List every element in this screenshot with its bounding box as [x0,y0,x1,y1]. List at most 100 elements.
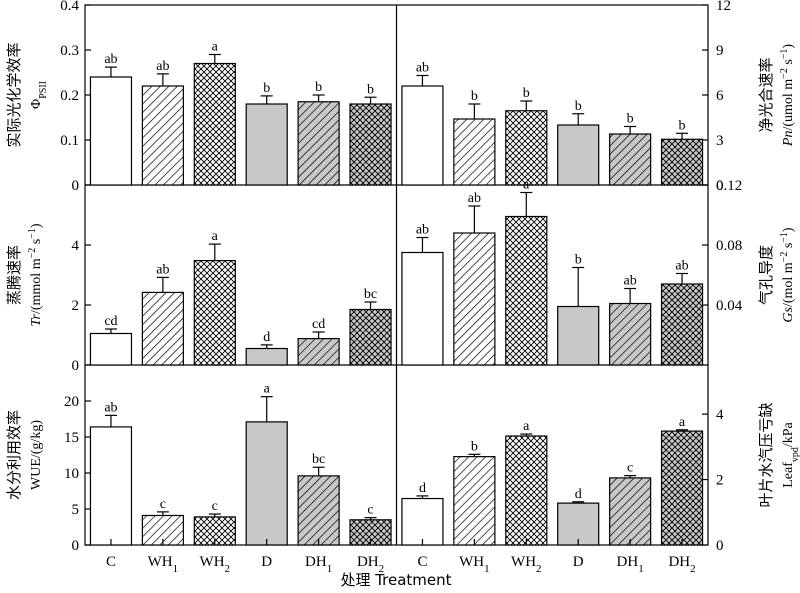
significance-letter: c [367,503,373,518]
ytick-label: 0.3 [60,43,79,59]
bar-vpd-DH2 [660,430,704,546]
ylabel-cn: 净光合速率 [757,57,775,132]
bar-wue-DH1 [297,475,340,546]
bar-tr-C [89,332,133,366]
ytick-label: 0 [72,358,80,374]
ylabel-en: WUE/(g/kg) [29,420,44,490]
ytick-label: 0.12 [716,178,742,194]
ytick-label: 10 [64,466,79,482]
bar-phipsii-DH2 [349,103,392,186]
ytick-label: 0.1 [60,133,79,149]
figure-frame [84,4,709,546]
significance-letter: a [523,419,530,434]
bar-tr-WH1 [141,291,184,366]
significance-letter: b [575,99,582,114]
ylabel-en: Tr/(mmol m−2 s−1) [27,223,45,326]
significance-letter: c [212,499,218,514]
significance-letter: b [627,112,634,127]
significance-letter: c [160,497,166,512]
significance-letter: ab [104,52,117,67]
panel-vpd: 0 2 4 叶片水汽压亏缺 Leafvpd/kPa d b a d c a [401,402,800,554]
bar-gs-WH1 [453,232,496,366]
bar-vpd-C [401,497,444,546]
xtick-label-WH1: WH1 [148,554,179,575]
significance-letter: b [263,81,270,96]
significance-letter: b [575,253,582,268]
bar-phipsii-WH1 [141,85,184,186]
bar-pn-DH1 [609,133,652,186]
ytick-label: 4 [716,407,724,423]
bar-wue-D [245,421,288,546]
ytick-label: 9 [716,43,724,59]
significance-letter: a [212,40,219,55]
ytick-label: 6 [716,88,724,104]
bar-vpd-WH2 [505,435,548,546]
bar-gs-DH1 [609,302,652,366]
xtick-label-DH2: DH2 [357,554,384,575]
significance-letter: ab [675,259,688,274]
significance-letter: a [212,229,219,244]
bar-wue-C [89,426,133,546]
ylabel-cn: 实际光化学效率 [5,42,23,147]
bar-gs-D [557,305,600,366]
significance-letter: cd [104,314,117,329]
bar-gs-WH2 [505,215,548,366]
bar-phipsii-C [89,76,133,186]
ytick-label: 0.08 [716,238,742,254]
xtick-label-D: D [261,554,272,570]
bar-pn-D [557,124,600,186]
bar-pn-DH2 [660,138,704,186]
ytick-label: 20 [64,394,79,410]
ytick-label: 0 [72,178,80,194]
bar-phipsii-DH1 [297,101,340,186]
xtick-label-C: C [417,554,427,570]
bar-tr-D [245,347,288,366]
significance-letter: cd [312,317,325,332]
ytick-label: 4 [72,238,80,254]
xtick-label-C: C [106,554,116,570]
significance-letter: bc [364,287,377,302]
ylabel-en: Leafvpd/kPa [781,421,800,487]
bar-phipsii-D [245,103,288,186]
ytick-label: 3 [716,133,724,149]
xtick-label-WH2: WH2 [511,554,542,575]
significance-letter: ab [468,191,481,206]
bar-vpd-D [557,502,600,546]
bar-pn-WH2 [505,110,548,186]
significance-letter: d [575,487,582,502]
significance-letter: a [679,415,686,430]
significance-letter: d [263,330,270,345]
significance-letter: d [419,481,426,496]
ytick-label: 0 [716,178,724,194]
ylabel-en: Gs/(mol m−2 s−1) [779,227,797,323]
significance-letter: bc [312,452,325,467]
bar-tr-DH1 [297,338,340,366]
ylabel-cn: 蒸腾速率 [5,245,23,305]
significance-letter: b [315,80,322,95]
xtick-label-D: D [573,554,584,570]
bar-phipsii-WH2 [193,62,236,186]
x-axis: C WH1 WH2 D DH1 DH2 C WH1 WH2 D DH1 DH2 [106,539,696,575]
xtick-label-DH2: DH2 [668,554,695,575]
ylabel-cn: 水分利用效率 [5,410,23,500]
significance-letter: b [523,86,530,101]
significance-letter: ab [416,61,429,76]
xtick-label-DH1: DH1 [305,554,332,575]
ylabel-cn: 叶片水汽压亏缺 [757,402,775,507]
significance-letter: ab [156,262,169,277]
ytick-label: 0 [716,538,724,554]
significance-letter: ab [624,274,637,289]
bar-gs-C [401,251,444,366]
bar-pn-C [401,85,444,186]
xtick-label-WH2: WH2 [200,554,231,575]
ytick-label: 0.2 [60,88,79,104]
bar-pn-WH1 [453,118,496,186]
bar-vpd-WH1 [453,456,496,546]
ytick-label: 2 [72,298,80,314]
